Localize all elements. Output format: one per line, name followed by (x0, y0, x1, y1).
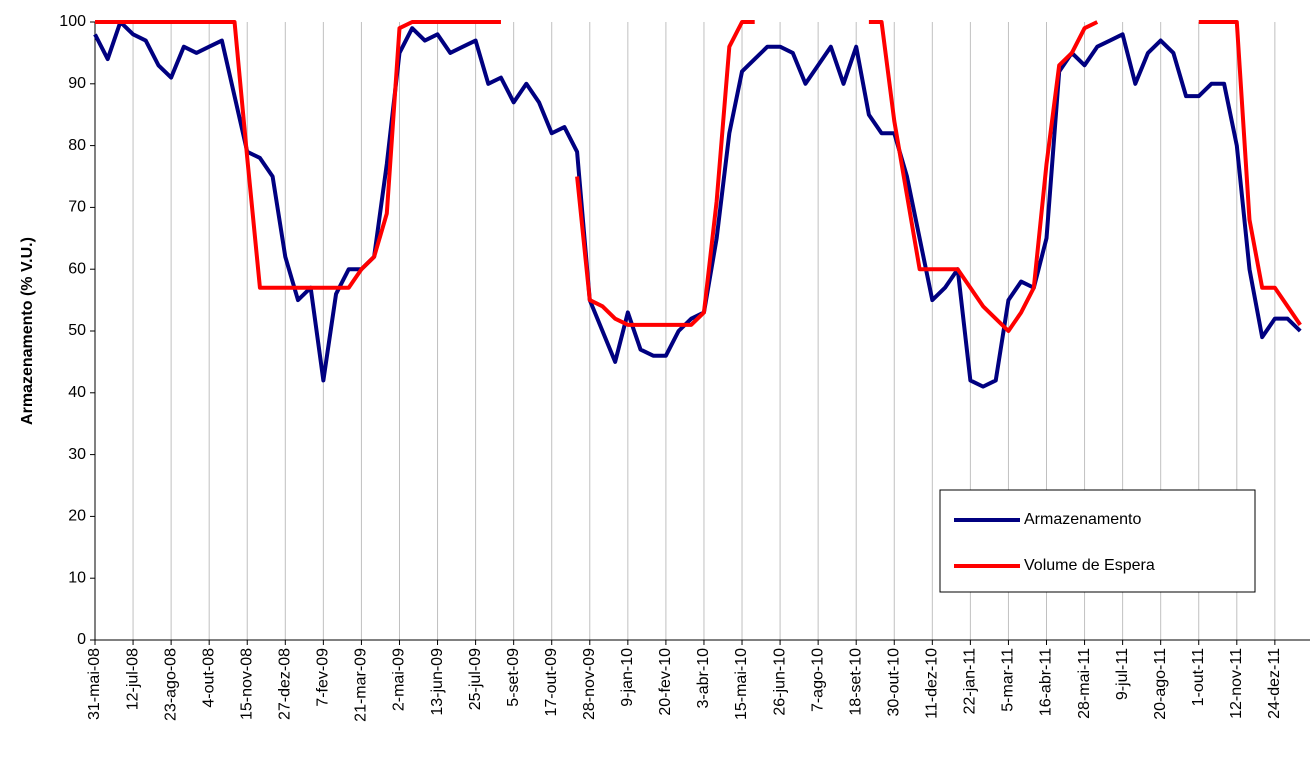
y-tick-label: 30 (68, 446, 86, 463)
x-tick-label: 27-dez-08 (277, 648, 294, 720)
series-line (95, 20, 1302, 333)
x-tick-label: 7-ago-10 (809, 648, 826, 712)
y-tick-label: 50 (68, 322, 86, 339)
legend-label: Volume de Espera (1024, 557, 1155, 574)
x-tick-label: 28-nov-09 (581, 648, 598, 720)
x-tick-label: 21-mar-09 (353, 648, 370, 722)
x-tick-label: 25-jul-09 (467, 648, 484, 710)
y-tick-label: 70 (68, 199, 86, 216)
x-tick-label: 11-dez-10 (924, 648, 941, 719)
x-tick-label: 31-mai-08 (86, 648, 103, 720)
x-tick-label: 18-set-10 (847, 648, 864, 716)
x-tick-label: 2-mai-09 (391, 648, 408, 711)
legend-label: Armazenamento (1024, 511, 1141, 528)
x-tick-label: 24-dez-11 (1266, 648, 1283, 719)
x-tick-label: 16-abr-11 (1038, 648, 1055, 716)
y-tick-label: 40 (68, 384, 86, 401)
x-tick-label: 23-ago-08 (162, 648, 179, 721)
x-tick-label: 3-abr-10 (695, 648, 712, 709)
x-tick-label: 26-jun-10 (771, 648, 788, 716)
y-axis-label: Armazenamento (% V.U.) (19, 237, 36, 425)
series-line (93, 20, 1302, 389)
x-tick-label: 12-nov-11 (1228, 648, 1245, 719)
x-tick-label: 20-fev-10 (657, 648, 674, 716)
x-tick-label: 15-nov-08 (238, 648, 255, 720)
x-tick-label: 15-mai-10 (733, 648, 750, 720)
y-tick-label: 0 (77, 631, 86, 648)
legend-box (939, 489, 1256, 593)
x-tick-label: 28-mai-11 (1076, 648, 1093, 719)
x-tick-label: 12-jul-08 (124, 648, 141, 710)
x-tick-label: 30-out-10 (885, 648, 902, 717)
x-tick-label: 17-out-09 (543, 648, 560, 717)
y-tick-label: 60 (68, 260, 86, 277)
y-tick-label: 10 (68, 569, 86, 586)
x-tick-label: 7-fev-09 (315, 648, 332, 707)
x-tick-label: 4-out-08 (200, 648, 217, 708)
x-tick-label: 5-mar-11 (1000, 648, 1017, 712)
y-tick-label: 90 (68, 75, 86, 92)
x-tick-label: 1-out-11 (1190, 648, 1207, 707)
x-tick-label: 13-jun-09 (429, 648, 446, 716)
y-tick-label: 20 (68, 508, 86, 525)
x-tick-label: 9-jul-11 (1114, 648, 1131, 700)
x-tick-label: 20-ago-11 (1152, 648, 1169, 720)
y-tick-label: 100 (59, 13, 86, 30)
y-tick-label: 80 (68, 137, 86, 154)
x-tick-label: 22-jan-11 (962, 648, 979, 715)
x-tick-label: 9-jan-10 (619, 648, 636, 707)
x-tick-label: 5-set-09 (505, 648, 522, 707)
